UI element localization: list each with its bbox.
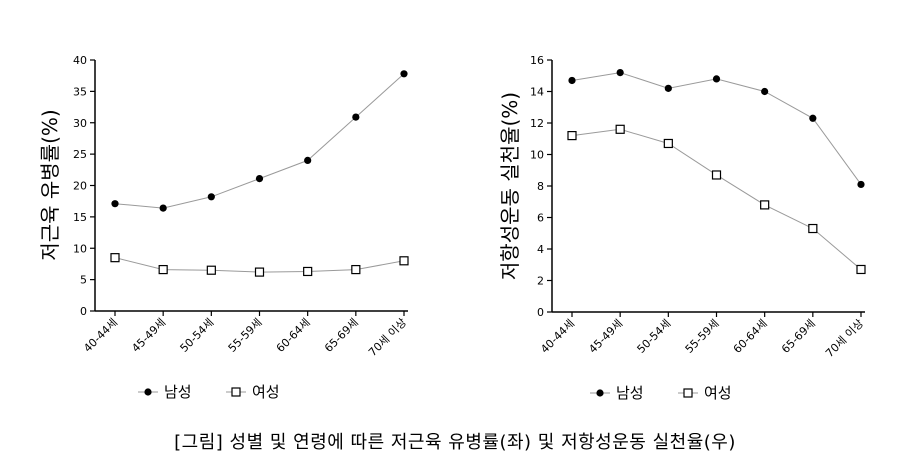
legend-label: 남성 [164,383,192,401]
y-tick-label: 12 [530,117,544,130]
data-point-male [664,84,672,92]
series-line [571,128,862,270]
x-tick-label: 55-59세 [683,317,722,356]
data-point-male [809,114,817,122]
y-tick-label: 40 [73,54,87,67]
y-tick-label: 25 [73,148,87,161]
x-tick-label: 60-64세 [731,317,770,356]
data-point-male [207,193,215,201]
y-tick-label: 2 [537,275,544,288]
x-tick-label: 65-69세 [322,316,361,355]
series-line [114,73,405,209]
y-tick-label: 35 [73,85,87,98]
data-point-male [159,204,167,212]
data-point-male [857,180,865,189]
y-tick-label: 8 [537,180,544,193]
data-point-male [255,174,264,183]
y-tick-label: 16 [530,54,544,67]
data-point-female [399,256,409,266]
series-female [567,124,866,275]
x-tick-label: 45-49세 [129,316,168,355]
data-point-male [568,76,576,85]
data-point-male [352,113,360,121]
legend-marker-female [683,388,693,398]
x-tick-label: 50-54세 [177,316,216,355]
data-point-male [304,156,312,164]
y-tick-label: 5 [80,274,87,287]
data-point-female [254,267,265,277]
data-point-female [808,223,818,234]
data-point-female [760,200,770,210]
data-point-female [351,264,361,275]
data-point-female [158,264,168,275]
data-point-male [616,69,624,77]
data-point-female [711,170,722,180]
y-axis-label: 저근육 유병률(%) [38,109,62,260]
x-tick-label: 60-64세 [274,316,313,355]
chart-right-exercise-rate: 0 2 4 6 8 10 12 14 16 40-44세 45-49세 50-54세 55-59세 60-… [498,54,866,402]
data-point-female [303,266,313,277]
y-tick-label: 30 [73,117,87,130]
y-tick-label: 0 [537,306,544,319]
y-axis-label: 저항성운동 실천율(%) [498,92,522,280]
x-tick-label: 50-54세 [634,317,673,356]
data-point-male [111,200,119,208]
x-tick-label: 55-59세 [226,316,265,355]
x-tick-label: 70세 이상 [366,316,409,359]
y-tick-label: 14 [530,86,544,99]
series-female [110,253,409,277]
legend: 남성 여성 [590,384,732,402]
y-tick-label: 15 [73,211,87,224]
y-tick-label: 0 [80,305,87,318]
x-tick-label: 70세 이상 [823,317,866,360]
legend: 남성 여성 [138,383,280,401]
x-tick-label: 40-44세 [538,317,577,356]
series-male [111,70,408,212]
data-point-female [206,265,216,275]
figure-caption: [그림] 성별 및 연령에 따른 저근육 유병률(좌) 및 저항성운동 실천율(… [174,432,736,453]
chart-left-prevalence: 0 5 10 15 20 25 30 35 40 40-44세 45-49세 50-54세 55-59세… [38,54,409,401]
data-point-male [712,75,721,83]
series-line [571,72,862,185]
x-tick-label: 45-49세 [586,317,625,356]
legend-marker-male [596,389,604,397]
x-tick-label: 65-69세 [779,317,818,356]
y-tick-label: 6 [537,212,544,225]
legend-marker-female [231,387,241,397]
legend-label: 여성 [252,383,280,401]
data-point-male [761,87,769,96]
data-point-female [615,124,625,134]
x-tick-label: 40-44세 [81,316,120,355]
data-point-female [567,131,577,141]
y-tick-label: 20 [73,180,87,193]
y-tick-label: 10 [73,242,87,255]
data-point-female [856,264,866,275]
data-point-female [663,138,673,149]
data-point-female [110,253,120,263]
y-tick-label: 4 [537,243,544,256]
y-tick-label: 10 [530,149,544,162]
legend-label: 남성 [616,384,644,402]
legend-marker-male [144,388,152,396]
legend-label: 여성 [704,384,732,402]
data-point-male [400,70,408,78]
series-male [568,69,865,189]
